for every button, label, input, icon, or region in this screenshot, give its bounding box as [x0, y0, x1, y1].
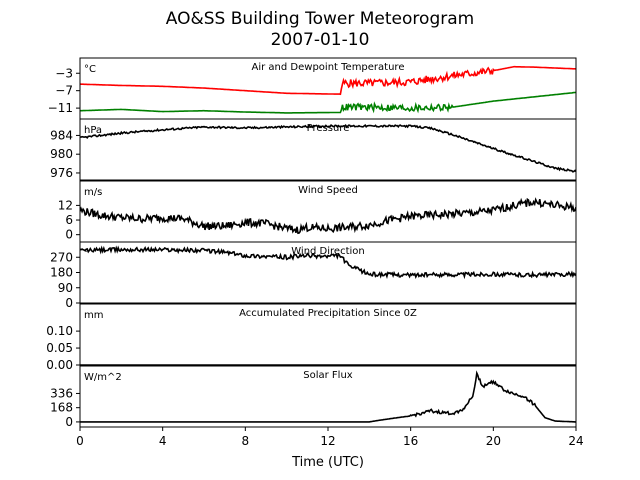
x-tick-label: 4	[159, 434, 167, 448]
series-line-1	[80, 65, 576, 96]
panel-unit: mm	[84, 310, 103, 321]
y-tick-label: −11	[48, 101, 73, 115]
x-tick-label: 12	[320, 434, 335, 448]
y-tick-label: 12	[58, 198, 73, 212]
panel-5: 0.10 0.05 0.00 mm Accumulated Precipitation …	[46, 303, 577, 372]
series-line-1	[80, 245, 576, 280]
panel-series-group	[80, 123, 576, 173]
panel-title: Solar Flux	[303, 370, 353, 381]
y-tick-label: 90	[58, 281, 73, 295]
panel-title: Pressure	[307, 123, 350, 134]
panel-series-group	[80, 370, 576, 423]
y-tick-label: −3	[55, 66, 73, 80]
series-line-1	[80, 123, 576, 173]
figure-title-line2: 2007-01-10	[271, 30, 370, 50]
panel-2: 984 980 976 hPa Pressure	[50, 118, 577, 181]
x-tick-label: 8	[242, 434, 250, 448]
series-line-2	[80, 91, 576, 114]
y-tick-label: 168	[50, 401, 73, 415]
y-tick-label: 0	[65, 415, 73, 429]
y-tick-label: 0.10	[46, 324, 73, 338]
panel-unit: °C	[84, 64, 96, 75]
x-tick-label: 16	[403, 434, 418, 448]
series-line-1	[80, 370, 576, 423]
y-tick-label: 984	[50, 128, 73, 142]
x-tick-label: 20	[486, 434, 501, 448]
panel-1: −3 −7 −11 °C Air and Dewpoint Temperature	[48, 57, 577, 120]
panel-title: Air and Dewpoint Temperature	[252, 62, 405, 73]
panel-series-group	[80, 197, 576, 235]
panel-unit: hPa	[84, 125, 102, 136]
y-tick-label: 980	[50, 147, 73, 161]
panel-series-group	[80, 245, 576, 280]
y-tick-label: 976	[50, 166, 73, 180]
panel-frame	[79, 118, 577, 181]
x-axis-label: Time (UTC)	[291, 455, 364, 470]
panel-title: Accumulated Precipitation Since 0Z	[239, 308, 417, 319]
y-tick-label: 336	[50, 386, 73, 400]
panel-unit: °	[84, 248, 89, 259]
y-tick-label: 6	[65, 213, 73, 227]
y-tick-label: 0	[65, 228, 73, 242]
x-tick-label: 24	[568, 434, 583, 448]
y-tick-label: 0.05	[46, 341, 73, 355]
panel-unit: m/s	[84, 187, 102, 198]
figure-title-line1: AO&SS Building Tower Meteorogram	[166, 9, 474, 29]
panel-title: Wind Direction	[291, 246, 365, 257]
panel-unit: W/m^2	[84, 372, 122, 383]
series-line-1	[80, 197, 576, 235]
panels-group: −3 −7 −11 °C Air and Dewpoint Temperature 984…	[46, 57, 577, 429]
y-tick-label: 180	[50, 266, 73, 280]
panel-title: Wind Speed	[298, 185, 358, 196]
y-tick-label: 270	[50, 250, 73, 264]
x-axis: 0 4 8 12 16 20 24	[76, 427, 584, 448]
y-tick-label: 0.00	[46, 358, 73, 372]
panel-series-group	[80, 65, 576, 114]
y-tick-label: 0	[65, 296, 73, 310]
x-tick-label: 0	[76, 434, 84, 448]
panel-frame	[79, 303, 577, 366]
y-tick-label: −7	[55, 84, 73, 98]
